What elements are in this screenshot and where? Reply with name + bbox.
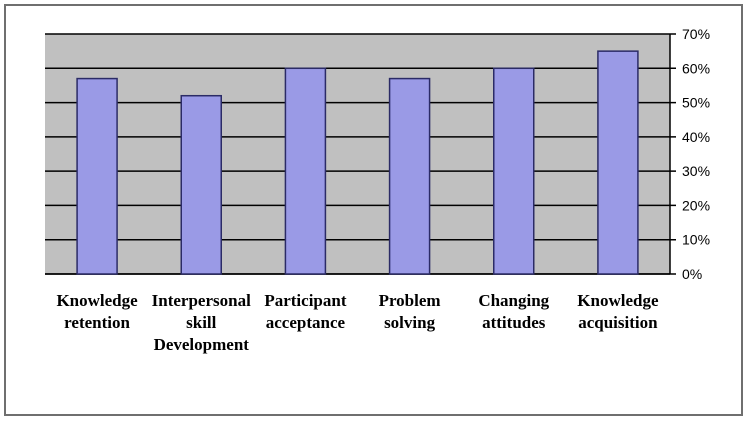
- x-tick-label-line: Knowledge: [56, 291, 138, 310]
- x-tick-label: Interpersonal skill Development: [142, 290, 260, 356]
- x-tick-label-line: Development: [153, 335, 249, 354]
- bar: [493, 67, 535, 275]
- bar: [180, 94, 222, 275]
- x-tick-label: Problem solving: [351, 290, 469, 334]
- x-tick-label-line: skill: [186, 313, 217, 332]
- x-tick-label-line: Knowledge: [577, 291, 659, 310]
- x-tick-label: Knowledge retention: [38, 290, 156, 334]
- y-tick-label: 50%: [682, 95, 710, 111]
- y-tick-label: 30%: [682, 163, 710, 179]
- x-tick-label-line: acceptance: [265, 313, 346, 332]
- y-tick-label: 0%: [682, 266, 702, 282]
- y-tick-label: 20%: [682, 197, 710, 213]
- x-tick-label: Participant acceptance: [246, 290, 364, 334]
- plot-area: [45, 34, 670, 274]
- x-tick-label-line: solving: [384, 313, 436, 332]
- x-tick-label-line: Interpersonal: [151, 291, 251, 310]
- bar: [597, 50, 639, 275]
- y-tick-label: 60%: [682, 60, 710, 76]
- x-tick-label-line: Problem: [378, 291, 441, 310]
- y-tick-label: 40%: [682, 129, 710, 145]
- x-tick-label: Knowledge acquisition: [559, 290, 677, 334]
- x-tick-label-line: attitudes: [482, 313, 546, 332]
- x-tick-label: Changing attitudes: [455, 290, 573, 334]
- x-tick-label-line: retention: [64, 313, 130, 332]
- bar: [388, 77, 431, 275]
- bar: [76, 77, 118, 275]
- x-tick-label-line: acquisition: [578, 313, 658, 332]
- x-tick-label-line: Changing: [478, 291, 550, 310]
- bar: [284, 67, 327, 275]
- y-tick-label: 70%: [682, 26, 710, 42]
- y-tick-label: 10%: [682, 232, 710, 248]
- x-tick-label-line: Participant: [264, 291, 347, 310]
